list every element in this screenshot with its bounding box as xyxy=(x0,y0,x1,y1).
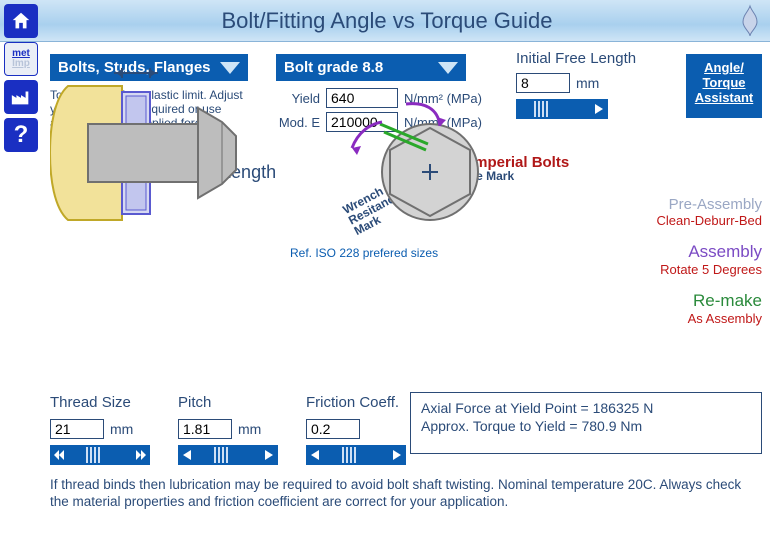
result-axial-force: Axial Force at Yield Point = 186325 N xyxy=(421,399,751,417)
sidebar: met Imp ? xyxy=(4,4,38,152)
friction-label: Friction Coeff. xyxy=(306,394,416,411)
spinner-fast-left[interactable] xyxy=(50,445,68,465)
question-icon: ? xyxy=(14,121,29,149)
spinner-right[interactable] xyxy=(590,99,608,119)
thread-size-unit: mm xyxy=(110,421,133,437)
spinner-track[interactable] xyxy=(68,445,132,465)
content-area: Bolts, Studs, Flanges Torque is to Max. … xyxy=(50,48,762,542)
spinner-left[interactable] xyxy=(178,445,196,465)
step-remake-sub: As Assembly xyxy=(602,311,762,326)
units-toggle[interactable]: met Imp xyxy=(4,42,38,76)
page-title: Bolt/Fitting Angle vs Torque Guide xyxy=(44,8,730,34)
header-bar: Bolt/Fitting Angle vs Torque Guide xyxy=(0,0,770,42)
pitch-label: Pitch xyxy=(178,394,288,411)
spinner-track[interactable] xyxy=(196,445,260,465)
spinner-right[interactable] xyxy=(388,445,406,465)
footer-note: If thread binds then lubrication may be … xyxy=(50,476,758,510)
free-length-input[interactable] xyxy=(516,73,570,93)
pitch-input[interactable] xyxy=(178,419,232,439)
friction-input[interactable] xyxy=(306,419,360,439)
hex-head-diagram xyxy=(330,86,500,236)
free-length-spinner[interactable] xyxy=(516,99,608,119)
thread-size-label: Thread Size xyxy=(50,394,160,411)
spinner-left[interactable] xyxy=(306,445,324,465)
ref-iso-note: Ref. ISO 228 prefered sizes xyxy=(290,246,438,260)
home-button[interactable] xyxy=(4,4,38,38)
spinner-fast-right[interactable] xyxy=(132,445,150,465)
free-length-label: Initial Free Length xyxy=(516,50,636,67)
step-preassembly-title: Pre-Assembly xyxy=(602,196,762,213)
chevron-down-icon xyxy=(438,62,458,74)
spinner-track[interactable] xyxy=(324,445,388,465)
pitch-unit: mm xyxy=(238,421,261,437)
step-preassembly-sub: Clean-Deburr-Bed xyxy=(602,213,762,228)
result-torque: Approx. Torque to Yield = 780.9 Nm xyxy=(421,417,751,435)
bolt-diagram xyxy=(50,68,280,238)
imp-label: Imp xyxy=(12,59,30,69)
step-remake-title: Re-make xyxy=(602,291,762,311)
bolt-grade-label: Bolt grade 8.8 xyxy=(284,59,383,76)
spinner-right[interactable] xyxy=(260,445,278,465)
angle-torque-assistant-button[interactable]: Angle/ Torque Assistant xyxy=(686,54,762,118)
assembly-steps: Pre-Assembly Clean-Deburr-Bed Assembly R… xyxy=(602,196,762,340)
parameters-row: Thread Size mm Pitch mm xyxy=(50,394,416,465)
mod-e-label: Mod. E xyxy=(276,115,320,130)
thread-size-spinner[interactable] xyxy=(50,445,150,465)
results-box: Axial Force at Yield Point = 186325 N Ap… xyxy=(410,392,762,454)
yield-label: Yield xyxy=(276,91,320,106)
pitch-spinner[interactable] xyxy=(178,445,278,465)
bolt-grade-dropdown[interactable]: Bolt grade 8.8 xyxy=(276,54,466,81)
friction-spinner[interactable] xyxy=(306,445,406,465)
free-length-unit: mm xyxy=(576,75,599,91)
factory-button[interactable] xyxy=(4,80,38,114)
logo-icon xyxy=(730,1,770,41)
spinner-track[interactable] xyxy=(516,99,590,119)
thread-size-input[interactable] xyxy=(50,419,104,439)
step-assembly-title: Assembly xyxy=(602,242,762,262)
step-assembly-sub: Rotate 5 Degrees xyxy=(602,262,762,277)
help-button[interactable]: ? xyxy=(4,118,38,152)
